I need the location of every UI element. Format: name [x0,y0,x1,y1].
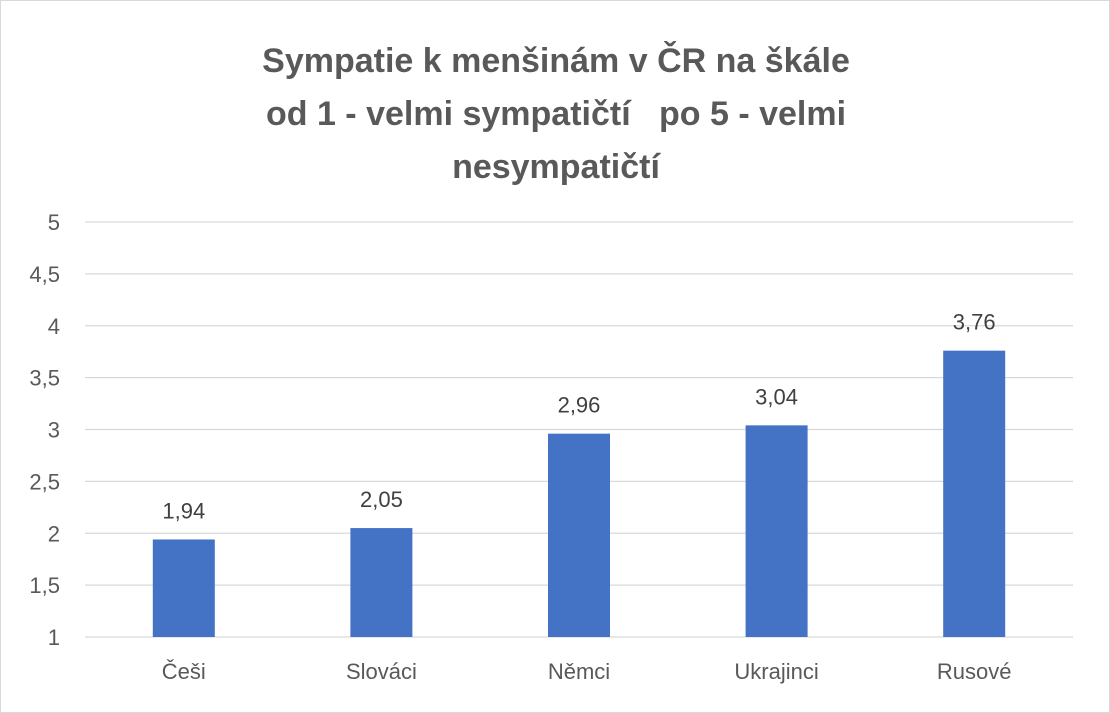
bar [152,539,215,637]
y-tick-label: 2,5 [29,469,60,494]
y-tick-label: 2 [48,521,60,546]
y-tick-label: 4 [48,314,60,339]
y-tick-label: 3 [48,418,60,443]
x-category-label: Slováci [346,659,417,684]
bar [350,528,413,637]
chart-title-line-3: nesympatičtí [452,148,660,186]
x-category-label: Ukrajinci [734,659,818,684]
y-tick-label: 4,5 [29,262,60,287]
data-label: 3,04 [755,384,798,409]
bar [745,425,808,637]
data-label: 1,94 [162,498,205,523]
chart-title: Sympatie k menšinám v ČR na škále od 1 -… [1,35,1110,194]
y-tick-label: 3,5 [29,366,60,391]
data-label: 2,96 [558,393,601,418]
chart-title-line-1: Sympatie k menšinám v ČR na škále [262,42,850,80]
data-label: 3,76 [953,310,996,335]
bar [943,350,1006,637]
y-tick-label: 1,5 [29,573,60,598]
x-category-label: Němci [548,659,610,684]
y-tick-label: 1 [48,625,60,650]
data-label: 2,05 [360,487,403,512]
x-category-label: Češi [162,659,206,684]
x-category-label: Rusové [937,659,1012,684]
chart-title-line-2: od 1 - velmi sympatičtí po 5 - velmi [265,95,847,133]
bar [548,433,610,637]
y-tick-label: 5 [48,210,60,235]
